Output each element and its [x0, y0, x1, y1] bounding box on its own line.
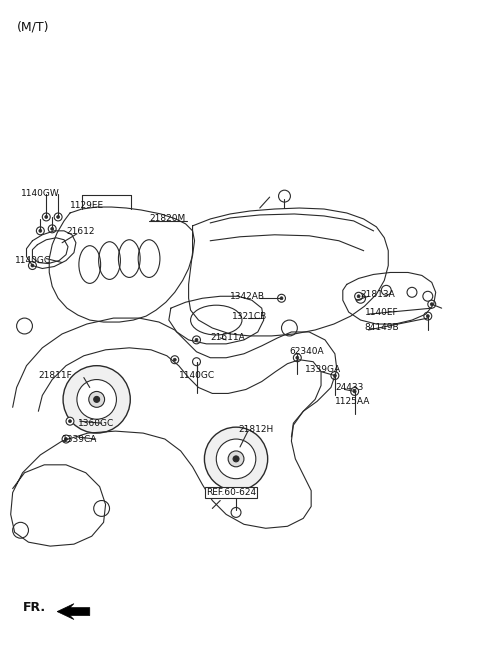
Circle shape	[94, 396, 100, 402]
Text: 1129EE: 1129EE	[70, 200, 104, 210]
Circle shape	[36, 227, 44, 234]
Circle shape	[192, 336, 201, 344]
Text: 21812H: 21812H	[238, 424, 273, 434]
Text: 1342AB: 1342AB	[230, 291, 265, 301]
Circle shape	[278, 190, 290, 202]
Circle shape	[62, 435, 70, 443]
Circle shape	[51, 227, 54, 231]
Text: 1339GA: 1339GA	[305, 365, 341, 374]
Text: 21611A: 21611A	[210, 333, 245, 343]
Text: 84149B: 84149B	[364, 324, 399, 333]
Circle shape	[31, 264, 34, 267]
Circle shape	[28, 261, 36, 269]
Text: 1140GC: 1140GC	[14, 256, 51, 265]
Text: 24433: 24433	[335, 383, 363, 392]
Circle shape	[231, 508, 241, 517]
Circle shape	[39, 229, 42, 233]
Text: 1360GC: 1360GC	[78, 419, 114, 428]
Circle shape	[353, 390, 356, 393]
Circle shape	[173, 358, 176, 361]
Circle shape	[331, 371, 339, 379]
Circle shape	[42, 213, 50, 221]
Circle shape	[296, 356, 299, 359]
Circle shape	[48, 225, 56, 233]
Circle shape	[430, 303, 433, 306]
Circle shape	[428, 300, 436, 308]
Circle shape	[57, 215, 60, 218]
Circle shape	[228, 451, 244, 467]
Circle shape	[280, 297, 283, 300]
Circle shape	[89, 392, 105, 407]
Circle shape	[426, 314, 429, 318]
Circle shape	[355, 292, 362, 300]
Circle shape	[54, 213, 62, 221]
Circle shape	[351, 388, 359, 396]
Circle shape	[63, 365, 130, 433]
Circle shape	[216, 439, 256, 479]
Circle shape	[171, 356, 179, 364]
Text: 1321CB: 1321CB	[232, 312, 267, 320]
Circle shape	[277, 294, 286, 302]
Text: REF.60-624: REF.60-624	[206, 488, 256, 497]
Text: 1140EF: 1140EF	[364, 308, 398, 316]
Text: 1140GW: 1140GW	[21, 189, 60, 198]
Circle shape	[192, 358, 201, 365]
Circle shape	[357, 295, 360, 298]
Text: 1125AA: 1125AA	[335, 397, 370, 406]
Text: 21612: 21612	[66, 227, 95, 236]
Text: (M/T): (M/T)	[17, 20, 49, 33]
Text: 21820M: 21820M	[149, 214, 185, 223]
Text: 1140GC: 1140GC	[179, 371, 215, 380]
Circle shape	[69, 420, 72, 422]
Text: FR.: FR.	[23, 601, 46, 614]
Text: 1339CA: 1339CA	[62, 434, 97, 443]
Circle shape	[424, 312, 432, 320]
Circle shape	[64, 438, 68, 441]
Circle shape	[195, 339, 198, 341]
Circle shape	[45, 215, 48, 218]
Text: 21813A: 21813A	[360, 290, 396, 299]
Text: 62340A: 62340A	[289, 347, 324, 356]
Circle shape	[233, 456, 239, 462]
Circle shape	[77, 379, 117, 419]
Circle shape	[293, 354, 301, 362]
Text: 21811F: 21811F	[38, 371, 72, 380]
Polygon shape	[57, 604, 90, 620]
Circle shape	[334, 374, 336, 377]
Circle shape	[204, 427, 268, 491]
Circle shape	[66, 417, 74, 425]
